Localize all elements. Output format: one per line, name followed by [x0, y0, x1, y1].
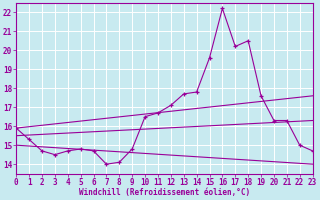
X-axis label: Windchill (Refroidissement éolien,°C): Windchill (Refroidissement éolien,°C): [79, 188, 250, 197]
